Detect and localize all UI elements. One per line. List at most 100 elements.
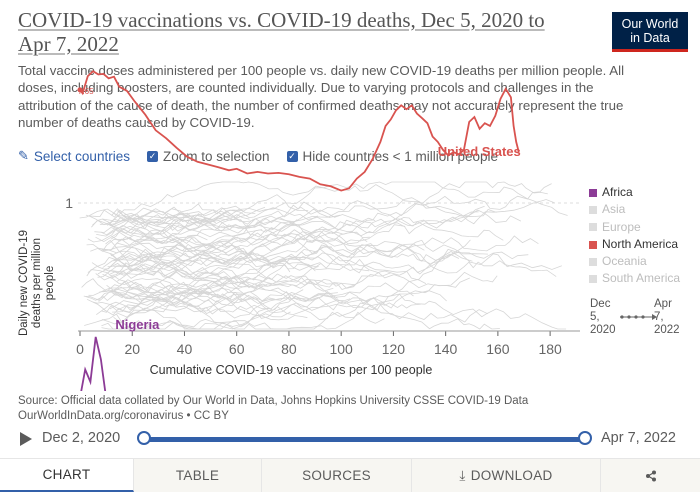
background-line bbox=[114, 285, 210, 302]
legend-swatch bbox=[589, 275, 597, 284]
x-tick-label: 180 bbox=[538, 341, 562, 357]
legend-label: South America bbox=[602, 271, 681, 286]
chart-title[interactable]: COVID-19 vaccinations vs. COVID-19 death… bbox=[18, 8, 545, 56]
y-axis-label-line3: people bbox=[44, 266, 56, 301]
background-line bbox=[88, 281, 226, 308]
y-tick-label: 1 bbox=[65, 195, 73, 211]
background-line bbox=[83, 282, 414, 319]
background-line bbox=[102, 253, 460, 309]
x-tick-label: 120 bbox=[382, 341, 406, 357]
timeline-start-handle[interactable] bbox=[137, 431, 151, 445]
source-line1[interactable]: Source: Official data collated by Our Wo… bbox=[18, 395, 529, 407]
legend-item[interactable]: Europe bbox=[589, 219, 680, 236]
legend-item[interactable]: South America bbox=[589, 270, 680, 287]
chart-tab-bar: CHART TABLE SOURCES ⤓ DOWNLOAD bbox=[0, 458, 700, 492]
background-line bbox=[116, 232, 562, 282]
background-line bbox=[86, 269, 447, 321]
background-line bbox=[97, 231, 370, 261]
tab-download[interactable]: ⤓ DOWNLOAD bbox=[412, 459, 601, 492]
share-icon bbox=[645, 470, 656, 481]
background-line bbox=[111, 218, 504, 266]
background-line bbox=[111, 208, 489, 255]
background-line bbox=[97, 256, 251, 279]
background-line bbox=[113, 239, 471, 275]
timeline-end-date[interactable]: Apr 7, 2022 bbox=[601, 430, 676, 446]
logo-line1: Our World bbox=[621, 17, 679, 31]
hide-small-countries-toggle[interactable]: ✓ Hide countries < 1 million people bbox=[286, 149, 498, 164]
tab-table[interactable]: TABLE bbox=[134, 459, 262, 492]
legend-item[interactable]: Asia bbox=[589, 201, 680, 218]
series-line[interactable] bbox=[79, 70, 520, 192]
zoom-to-selection-toggle[interactable]: ✓ Zoom to selection bbox=[146, 149, 270, 164]
owid-logo[interactable]: Our World in Data bbox=[612, 12, 688, 52]
y-axis-label-line2: deaths per million bbox=[31, 238, 43, 328]
timeline-legend: Dec 5, 2020 Apr 7, 2022 bbox=[590, 298, 690, 343]
timeline-legend-end-2: 7, bbox=[654, 311, 664, 323]
legend-label: Africa bbox=[602, 185, 633, 199]
x-tick-label: 140 bbox=[434, 341, 458, 357]
background-country-lines bbox=[79, 181, 568, 330]
tab-chart-label: CHART bbox=[42, 467, 91, 482]
series-name-label[interactable]: Nigeria bbox=[115, 317, 160, 332]
legend-swatch bbox=[589, 257, 597, 266]
legend-swatch bbox=[589, 188, 597, 197]
x-tick-label: 40 bbox=[177, 341, 193, 357]
scatter-line-chart: 0 20 40 60 80 100 120 140 160 180 1 7.65 United Sta… bbox=[18, 70, 580, 391]
timeline-track[interactable] bbox=[144, 437, 586, 442]
tab-share[interactable] bbox=[601, 459, 700, 492]
select-countries-label: Select countries bbox=[33, 148, 130, 164]
tab-table-label: TABLE bbox=[175, 468, 220, 483]
timeline-start-date[interactable]: Dec 2, 2020 bbox=[42, 430, 121, 446]
legend-label: Europe bbox=[602, 219, 641, 234]
x-tick-label: 80 bbox=[281, 341, 297, 357]
x-tick-label: 20 bbox=[124, 341, 140, 357]
background-line bbox=[87, 203, 256, 223]
select-countries-button[interactable]: ✎ Select countries bbox=[18, 148, 130, 164]
tab-chart[interactable]: CHART bbox=[0, 459, 134, 492]
legend-item[interactable]: Oceania bbox=[589, 253, 680, 270]
series-line[interactable] bbox=[80, 336, 111, 391]
background-line bbox=[99, 266, 319, 300]
timeline-legend-end-1: Apr bbox=[654, 298, 672, 310]
background-line bbox=[110, 277, 470, 313]
checkbox-checked-icon[interactable]: ✓ bbox=[286, 150, 298, 162]
background-line bbox=[85, 275, 567, 330]
legend-swatch bbox=[589, 240, 597, 249]
x-axis-label: Cumulative COVID-19 vaccinations per 100… bbox=[150, 363, 433, 377]
timeline-legend-start-3: 2020 bbox=[590, 324, 616, 336]
background-line bbox=[84, 311, 291, 330]
background-line bbox=[116, 197, 555, 241]
series-start-point[interactable] bbox=[77, 87, 83, 93]
timeline-legend-start-1: Dec bbox=[590, 298, 611, 310]
legend-swatch bbox=[589, 223, 597, 232]
background-line bbox=[94, 205, 497, 242]
chart-axes: 0 20 40 60 80 100 120 140 160 180 1 bbox=[65, 195, 580, 357]
background-line bbox=[109, 183, 552, 233]
play-icon[interactable] bbox=[20, 432, 32, 446]
timeline-end-handle[interactable] bbox=[578, 431, 592, 445]
source-line2[interactable]: OurWorldInData.org/coronavirus • CC BY bbox=[18, 409, 229, 422]
background-line bbox=[109, 229, 368, 279]
background-line bbox=[102, 205, 485, 261]
logo-line2: in Data bbox=[630, 31, 670, 45]
background-line bbox=[107, 181, 479, 226]
legend-swatch bbox=[589, 205, 597, 214]
tab-download-label: DOWNLOAD bbox=[470, 468, 553, 483]
background-line bbox=[116, 294, 243, 318]
background-line bbox=[87, 241, 316, 273]
checkbox-checked-icon[interactable]: ✓ bbox=[146, 150, 158, 162]
background-line bbox=[79, 208, 250, 238]
background-line bbox=[109, 219, 298, 276]
background-line bbox=[113, 287, 304, 324]
series-name-label[interactable]: United States bbox=[438, 144, 521, 159]
y-axis-label-line1: Daily new COVID-19 bbox=[18, 230, 30, 336]
legend-item[interactable]: Africa bbox=[589, 184, 680, 201]
tab-sources-label: SOURCES bbox=[302, 468, 371, 483]
legend-item[interactable]: North America bbox=[589, 236, 680, 253]
tab-sources[interactable]: SOURCES bbox=[262, 459, 412, 492]
download-icon: ⤓ bbox=[459, 467, 466, 483]
background-line bbox=[115, 220, 263, 246]
background-line bbox=[105, 239, 267, 281]
series-start-label: 7.65 bbox=[78, 87, 94, 96]
timeline-slider: Dec 2, 2020 Apr 7, 2022 bbox=[0, 424, 700, 454]
